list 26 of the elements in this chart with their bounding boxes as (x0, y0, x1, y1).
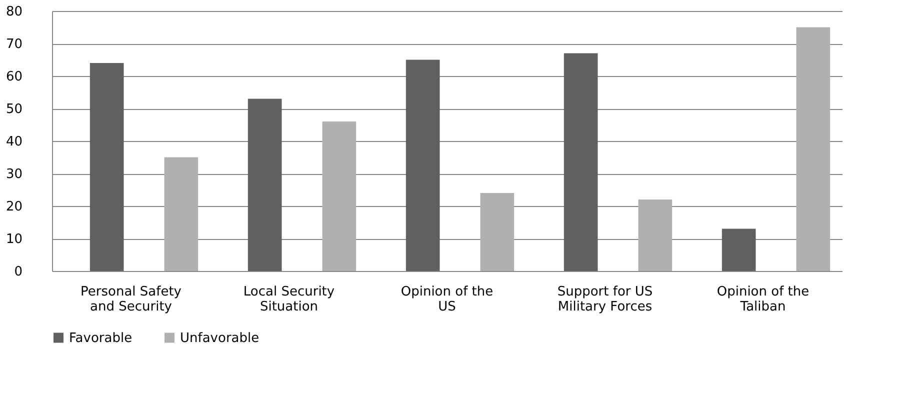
y-tick-label: 70 (6, 37, 22, 52)
y-tick-label: 40 (6, 134, 22, 150)
x-tick-label: Opinion of the US (400, 284, 494, 314)
bar (406, 60, 440, 271)
y-tick-label: 50 (6, 102, 22, 117)
bar (90, 63, 124, 271)
y-tick-label: 20 (6, 200, 22, 214)
legend-label: Unfavorable (180, 330, 260, 346)
x-tick-label: Local Security Situation (243, 284, 335, 314)
bar (796, 27, 830, 271)
y-tick-label: 30 (6, 167, 22, 182)
bar (638, 200, 672, 271)
y-tick-label: 0 (14, 264, 22, 280)
y-tick-label: 60 (6, 70, 22, 84)
x-tick-label: Opinion of the Taliban (716, 284, 810, 314)
x-tick-label: Support for US Military Forces (557, 284, 653, 314)
bar (722, 228, 756, 271)
x-tick-label: Personal Safety and Security (80, 284, 182, 314)
bar (322, 122, 356, 271)
bar (164, 157, 198, 271)
bar (564, 53, 598, 271)
y-tick-label: 10 (6, 232, 22, 247)
bar (248, 98, 282, 271)
legend-label: Favorable (69, 330, 132, 346)
bar (480, 193, 514, 271)
y-tick-label: 80 (6, 4, 22, 20)
